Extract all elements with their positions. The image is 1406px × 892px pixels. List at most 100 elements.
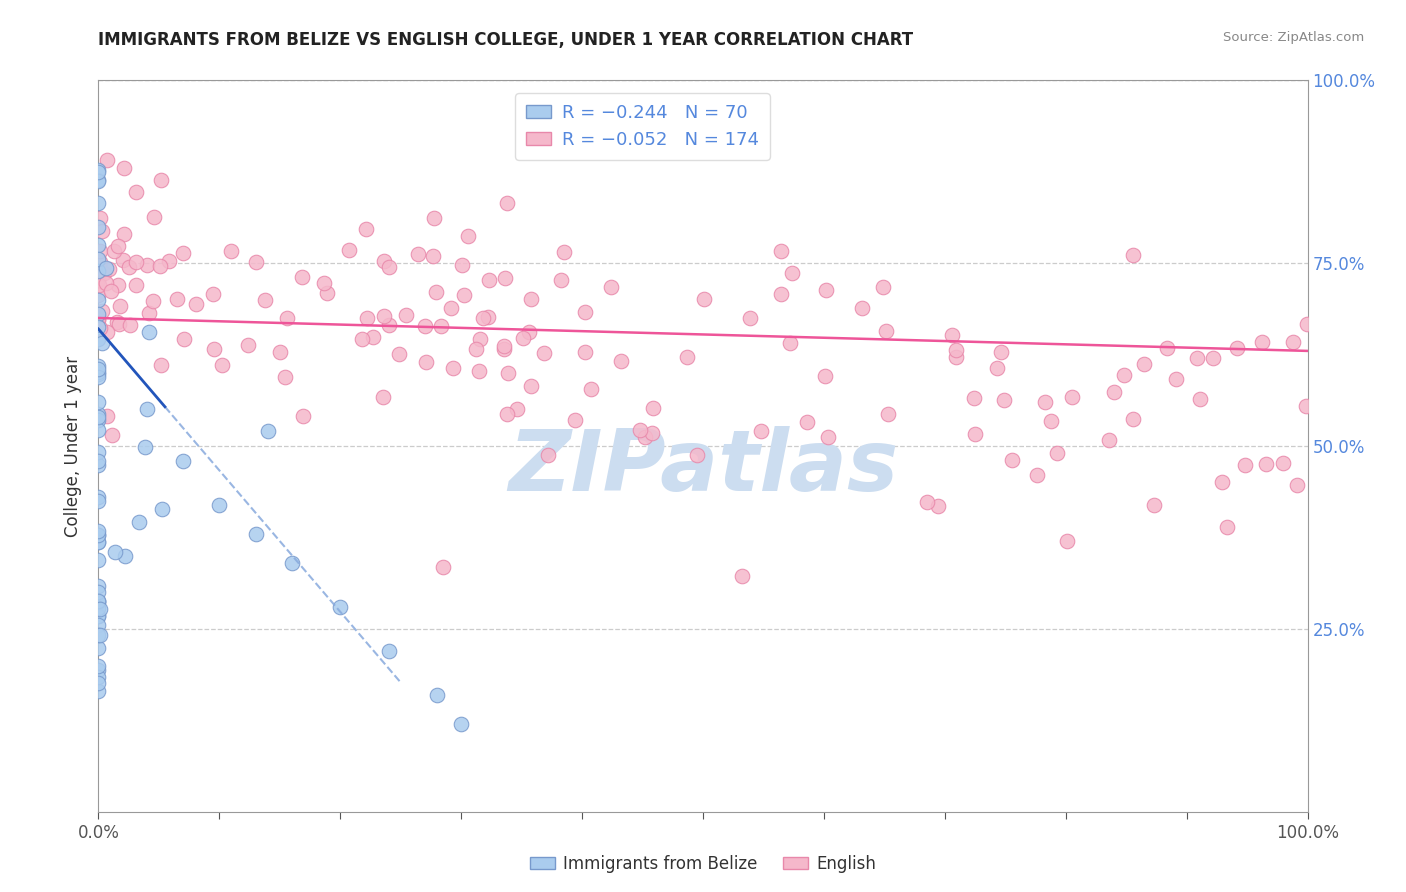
Point (254, 293, 277, 307)
Point (378, 260, 401, 274)
Point (686, 449, 709, 463)
Point (87, 641, 110, 656)
Point (87, 252, 110, 266)
Point (780, 266, 803, 280)
Point (89, 255, 111, 269)
Point (574, 345, 596, 359)
Point (208, 498, 231, 512)
Point (350, 332, 373, 346)
Point (87, 683, 110, 698)
Point (91, 304, 114, 318)
Point (464, 342, 486, 356)
Point (316, 286, 339, 301)
Point (1202, 351, 1225, 365)
Point (945, 350, 967, 364)
Point (430, 319, 453, 334)
Point (519, 379, 541, 393)
Point (872, 280, 894, 294)
Point (87, 595, 110, 609)
Point (440, 301, 463, 315)
Point (749, 424, 772, 438)
Point (468, 332, 491, 346)
Point (135, 258, 157, 272)
Point (1122, 412, 1144, 426)
Point (87, 219, 110, 234)
Point (87, 458, 110, 472)
Point (564, 413, 586, 427)
Point (149, 173, 172, 187)
Point (87, 288, 110, 302)
Point (105, 315, 128, 329)
Point (378, 318, 401, 333)
Point (87, 361, 110, 376)
Point (693, 292, 716, 306)
Point (87, 528, 110, 542)
Point (817, 430, 839, 444)
Point (87, 669, 110, 683)
Point (291, 269, 314, 284)
Point (87, 535, 110, 549)
Point (1143, 499, 1166, 513)
Point (281, 556, 304, 570)
Point (432, 560, 454, 574)
Point (87, 173, 110, 187)
Point (87, 524, 110, 538)
Point (87, 659, 110, 673)
Point (157, 254, 180, 268)
Point (373, 254, 395, 268)
Point (406, 246, 429, 260)
Point (329, 599, 352, 614)
Text: IMMIGRANTS FROM BELIZE VS ENGLISH COLLEGE, UNDER 1 YEAR CORRELATION CHART: IMMIGRANTS FROM BELIZE VS ENGLISH COLLEG… (98, 31, 914, 49)
Point (87, 293, 110, 308)
Point (457, 229, 479, 244)
Point (738, 310, 761, 325)
Point (581, 382, 603, 396)
Point (643, 401, 665, 415)
Point (512, 330, 534, 344)
Point (87, 663, 110, 677)
Point (927, 499, 949, 513)
Point (134, 440, 156, 454)
Point (96, 409, 118, 423)
Point (89, 278, 111, 293)
Point (425, 285, 447, 300)
Point (87, 174, 110, 188)
Point (478, 272, 501, 286)
Point (128, 515, 150, 529)
Point (96, 153, 118, 167)
Point (1234, 458, 1257, 473)
Point (87, 395, 110, 409)
Point (125, 254, 148, 268)
Point (986, 360, 1008, 375)
Point (87, 367, 110, 381)
Point (125, 185, 148, 199)
Point (202, 342, 225, 356)
Point (94, 261, 117, 276)
Point (377, 644, 399, 658)
Point (125, 277, 148, 292)
Y-axis label: College, Under 1 year: College, Under 1 year (65, 355, 83, 537)
Point (450, 717, 472, 731)
Point (103, 244, 125, 258)
Point (1102, 385, 1125, 400)
Point (87, 618, 110, 632)
Point (138, 325, 160, 339)
Point (269, 344, 291, 359)
Point (87, 594, 110, 608)
Point (495, 196, 517, 211)
Point (89, 321, 111, 335)
Point (1226, 341, 1249, 355)
Point (184, 297, 207, 311)
Point (100, 285, 122, 299)
Point (87, 409, 110, 424)
Point (211, 358, 233, 372)
Point (1166, 372, 1188, 386)
Text: Source: ZipAtlas.com: Source: ZipAtlas.com (1223, 31, 1364, 45)
Point (173, 332, 195, 346)
Point (87, 312, 110, 326)
Point (634, 430, 657, 444)
Point (108, 317, 131, 331)
Point (361, 330, 384, 344)
Point (87, 601, 110, 615)
Point (87, 609, 110, 624)
